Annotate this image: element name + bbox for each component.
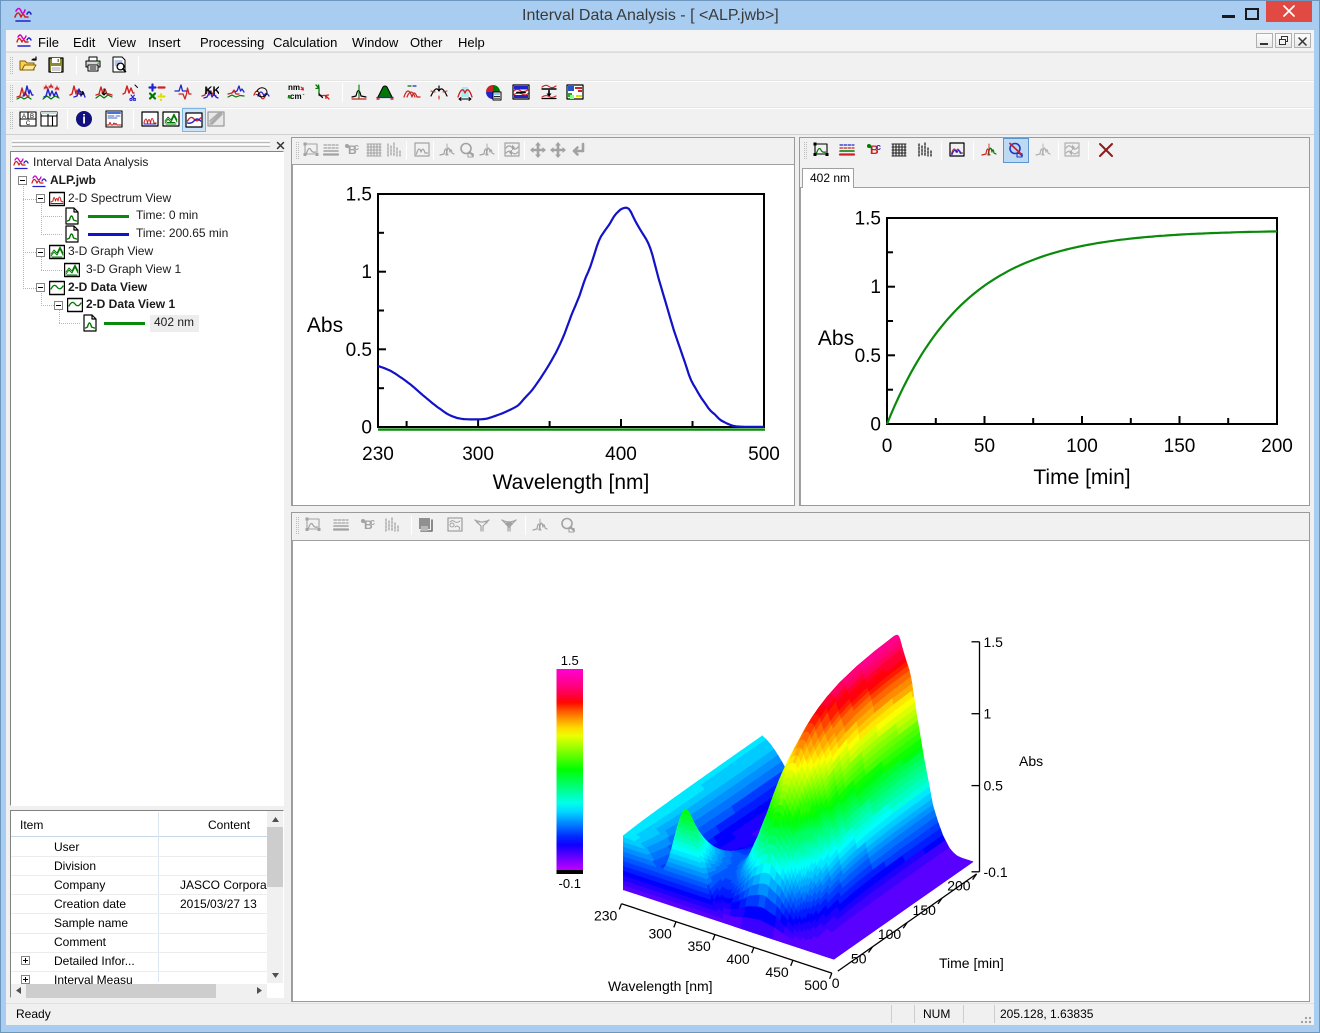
svg-text:50: 50: [851, 951, 867, 967]
svg-text:B: B: [30, 114, 34, 120]
svg-text:c: c: [370, 517, 375, 527]
svg-text:0: 0: [882, 436, 893, 457]
svg-text:150: 150: [913, 902, 937, 918]
svg-text:150: 150: [1164, 436, 1196, 457]
svg-text:c: c: [354, 142, 359, 152]
svg-text:Wavelength [nm]: Wavelength [nm]: [493, 471, 650, 494]
svg-text:450: 450: [765, 964, 789, 980]
svg-text:200: 200: [947, 878, 971, 894]
svg-text:C: C: [26, 121, 31, 127]
svg-text:230: 230: [362, 444, 394, 465]
svg-text:cm: cm: [290, 92, 302, 101]
svg-text:Abs: Abs: [818, 327, 854, 350]
svg-text:1.5: 1.5: [561, 653, 579, 668]
svg-text:200: 200: [1261, 436, 1293, 457]
svg-text:1: 1: [361, 262, 372, 283]
svg-text:0: 0: [870, 415, 881, 436]
svg-text:0.5: 0.5: [984, 778, 1004, 794]
svg-text:300: 300: [462, 444, 494, 465]
svg-text:400: 400: [605, 444, 637, 465]
svg-text:Time [min]: Time [min]: [939, 955, 1004, 971]
svg-text:100: 100: [878, 926, 902, 942]
svg-text:0.5: 0.5: [346, 340, 372, 361]
svg-text:1.5: 1.5: [855, 209, 881, 230]
svg-text:B: B: [348, 143, 357, 157]
svg-text:100: 100: [1066, 436, 1098, 457]
svg-text:1: 1: [870, 277, 881, 298]
svg-text:-0.1: -0.1: [984, 864, 1008, 880]
svg-text:-0.1: -0.1: [559, 876, 581, 891]
svg-text:0: 0: [832, 975, 840, 991]
svg-text:0: 0: [361, 418, 372, 439]
svg-text:nm: nm: [288, 83, 300, 92]
svg-text:B: B: [870, 143, 879, 157]
svg-text:Time [min]: Time [min]: [1033, 466, 1130, 489]
svg-text:i: i: [82, 112, 86, 127]
svg-text:Abs: Abs: [307, 314, 343, 337]
svg-text:300: 300: [648, 925, 672, 941]
svg-text:1.5: 1.5: [984, 634, 1004, 650]
svg-text:500: 500: [748, 444, 780, 465]
svg-text:c: c: [876, 142, 881, 152]
svg-text:Abs: Abs: [1019, 753, 1043, 769]
svg-text:0.5: 0.5: [855, 346, 881, 367]
svg-text:400: 400: [726, 951, 750, 967]
svg-text:1.5: 1.5: [346, 185, 372, 206]
svg-text:350: 350: [687, 938, 711, 954]
svg-text:-1: -1: [303, 92, 306, 98]
svg-text:B: B: [364, 518, 373, 532]
svg-text:Wavelength [nm]: Wavelength [nm]: [608, 978, 713, 994]
svg-text:230: 230: [594, 907, 618, 923]
svg-text:1: 1: [984, 706, 992, 722]
svg-text:500: 500: [804, 977, 828, 993]
svg-text:A: A: [22, 114, 26, 120]
svg-text:KK: KK: [205, 85, 220, 97]
svg-text:50: 50: [974, 436, 995, 457]
